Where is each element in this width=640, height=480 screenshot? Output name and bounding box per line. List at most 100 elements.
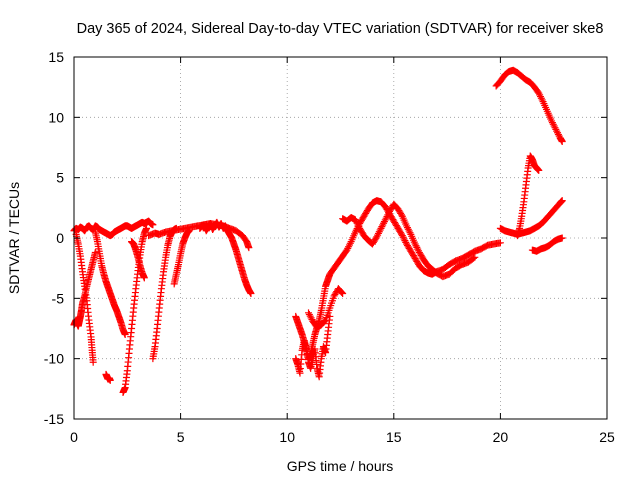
data-point	[412, 242, 420, 250]
x-tick-label: 0	[70, 429, 78, 445]
data-point	[346, 239, 354, 247]
data-point	[404, 225, 412, 233]
data-point	[376, 226, 384, 234]
x-tick-label: 25	[599, 429, 615, 445]
series-arc11	[196, 218, 255, 298]
data-point	[338, 289, 346, 297]
data-point	[549, 120, 557, 128]
data-points	[70, 66, 566, 396]
data-point	[414, 245, 422, 253]
data-point	[537, 94, 545, 102]
data-point	[106, 376, 114, 384]
series-arc5	[102, 370, 114, 384]
data-point	[552, 125, 560, 133]
data-point	[354, 221, 362, 229]
data-point	[321, 317, 329, 325]
data-point	[536, 91, 544, 99]
series-arc13	[292, 312, 334, 381]
x-tick-label: 20	[493, 429, 509, 445]
x-tick-label: 10	[279, 429, 295, 445]
series-arc9	[170, 227, 193, 288]
data-point	[406, 229, 414, 237]
data-point	[140, 274, 148, 282]
x-axis-label: GPS time / hours	[287, 458, 394, 474]
series-arc16	[492, 66, 566, 145]
data-point	[307, 314, 315, 322]
y-tick-label: -10	[44, 351, 64, 367]
data-point	[121, 331, 129, 339]
data-point	[553, 127, 561, 135]
data-point	[142, 224, 150, 232]
data-point	[399, 233, 407, 241]
data-point	[402, 238, 410, 246]
data-point	[372, 234, 380, 242]
data-point	[385, 209, 393, 217]
series-arc18	[496, 197, 566, 238]
data-point	[149, 221, 157, 229]
data-point	[405, 227, 413, 235]
data-point	[403, 224, 411, 232]
data-point	[535, 89, 543, 97]
y-tick-label: 15	[48, 49, 64, 65]
data-point	[548, 117, 556, 125]
data-point	[382, 214, 390, 222]
data-point	[397, 211, 405, 219]
data-point	[305, 311, 313, 319]
data-point	[375, 228, 383, 236]
y-tick-label: 10	[48, 109, 64, 125]
data-point	[374, 231, 382, 239]
grid-lines	[74, 57, 607, 419]
data-point	[353, 219, 361, 227]
data-point	[401, 237, 409, 245]
chart-title: Day 365 of 2024, Sidereal Day-to-day VTE…	[77, 21, 604, 37]
y-tick-label: 5	[56, 170, 64, 186]
data-point	[558, 137, 566, 145]
data-point	[89, 358, 97, 366]
data-point	[91, 248, 99, 256]
data-point	[305, 309, 313, 317]
y-tick-label: 0	[56, 230, 64, 246]
data-point	[536, 93, 544, 101]
data-point	[344, 244, 352, 252]
data-point	[378, 223, 386, 231]
y-tick-label: -15	[44, 411, 64, 427]
series-arc4	[91, 228, 129, 339]
data-point	[351, 228, 359, 236]
x-tick-label: 5	[177, 429, 185, 445]
data-point	[383, 213, 391, 221]
series-arc12	[292, 197, 504, 363]
series-arc15	[339, 200, 479, 281]
data-point	[548, 119, 556, 127]
series-arc3	[72, 230, 97, 366]
data-point	[374, 229, 382, 237]
data-point	[470, 254, 478, 262]
data-point	[415, 247, 423, 255]
series-arc14	[305, 285, 347, 331]
data-point	[558, 234, 566, 242]
data-point	[384, 211, 392, 219]
data-point	[471, 253, 479, 261]
series-arc1	[70, 217, 157, 240]
y-axis-label: SDTVAR / TECUs	[6, 182, 22, 294]
data-point	[538, 96, 546, 104]
data-point	[355, 223, 363, 231]
data-point	[380, 219, 388, 227]
data-point	[550, 122, 558, 130]
series-arc8	[149, 224, 180, 363]
data-point	[379, 221, 387, 229]
data-point	[403, 222, 411, 230]
data-point	[398, 232, 406, 240]
data-point	[247, 290, 255, 298]
data-point	[343, 246, 351, 254]
data-point	[413, 243, 421, 251]
series-arc19	[528, 234, 566, 255]
data-point	[535, 166, 543, 174]
data-point	[558, 197, 566, 205]
data-point	[554, 129, 562, 137]
data-point	[496, 239, 504, 247]
data-point	[373, 233, 381, 241]
x-tick-label: 15	[386, 429, 402, 445]
data-point	[554, 130, 562, 138]
data-point	[351, 216, 359, 224]
data-point	[306, 312, 314, 320]
